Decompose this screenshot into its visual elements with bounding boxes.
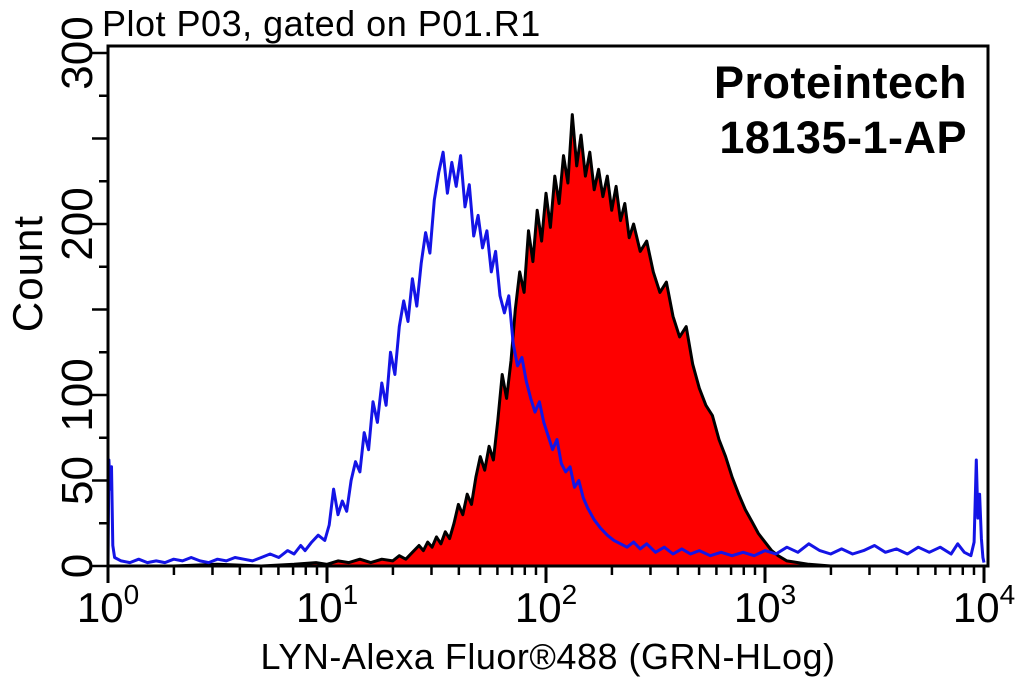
- y-axis-ticks: [92, 51, 108, 568]
- y-axis-tick-labels: 0 50 100 200 300: [53, 16, 102, 578]
- y-tick-label: 100: [53, 358, 102, 431]
- x-tick-label: 101: [296, 579, 358, 631]
- blue-open-histogram: [106, 150, 986, 567]
- catalog-number: 18135-1-AP: [719, 111, 967, 163]
- x-axis-label: LYN-Alexa Fluor®488 (GRN-HLog): [260, 636, 836, 677]
- x-axis-tick-labels: 100 101 102 103 104: [77, 579, 1015, 631]
- plot-frame: [106, 44, 990, 568]
- x-tick-label: 100: [77, 579, 139, 631]
- y-tick-label: 300: [53, 16, 102, 89]
- y-tick-label: 50: [53, 456, 102, 505]
- watermark: Proteintech 18135-1-AP: [714, 56, 967, 166]
- plot-title: Plot P03, gated on P01.R1: [102, 3, 541, 44]
- x-tick-label: 103: [734, 579, 796, 631]
- red-filled-histogram: [106, 113, 986, 568]
- brand-name: Proteintech: [713, 57, 967, 108]
- x-tick-label: 104: [953, 579, 1015, 631]
- y-tick-label: 200: [53, 187, 102, 260]
- x-axis-ticks: [106, 566, 986, 583]
- y-tick-label: 0: [53, 554, 102, 578]
- x-tick-label: 102: [515, 579, 577, 631]
